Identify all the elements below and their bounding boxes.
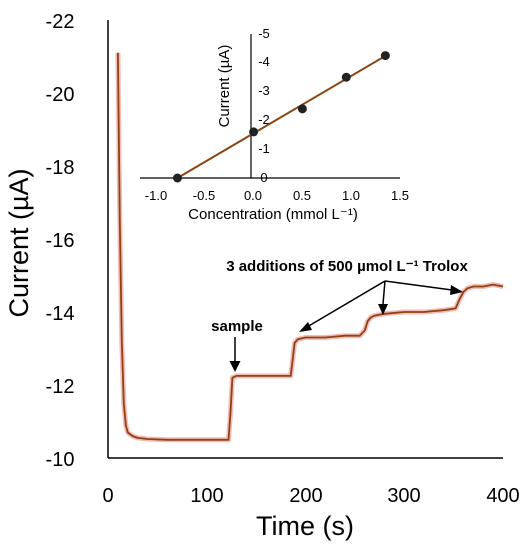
trolox-arrow-head-2 bbox=[378, 304, 388, 315]
calibration-point bbox=[380, 51, 390, 61]
calibration-point bbox=[297, 104, 307, 114]
main-ytick-label: -18 bbox=[46, 157, 75, 179]
inset-ytick-label: -2 bbox=[258, 112, 270, 127]
inset-ytick-label: -1 bbox=[258, 141, 270, 156]
trolox-arrow-head-3 bbox=[450, 285, 463, 295]
calibration-fit-line bbox=[176, 53, 389, 179]
inset-ytick-label: -3 bbox=[258, 83, 270, 98]
trolox-arrow-head-1 bbox=[299, 322, 312, 332]
main-ytick-label: -10 bbox=[46, 449, 75, 471]
trolox-arrow-1 bbox=[306, 280, 386, 328]
calibration-point bbox=[172, 173, 182, 183]
main-ytick-label: -14 bbox=[46, 303, 75, 325]
main-x-axis-title: Time (s) bbox=[256, 511, 354, 541]
calibration-point bbox=[249, 127, 259, 137]
inset-xtick-label: 1.0 bbox=[342, 188, 360, 203]
trolox-annotation: 3 additions of 500 µmol L⁻¹ Trolox bbox=[226, 258, 468, 332]
inset-ytick-label: -5 bbox=[258, 26, 270, 41]
sample-annotation-label: sample bbox=[211, 318, 263, 335]
inset-series-layer bbox=[172, 51, 390, 183]
inset-y-axis-title: Current (µA) bbox=[216, 45, 233, 128]
inset-x-axis-title: Concentration (mmol L⁻¹) bbox=[188, 206, 358, 223]
main-y-axis-title: Current (µA) bbox=[4, 168, 34, 317]
inset-ytick-label: 0 bbox=[260, 170, 267, 185]
current-trace-noise bbox=[115, 52, 504, 443]
sample-arrow-head bbox=[229, 361, 241, 372]
main-chart: -10 -12 -14 -16 -18 -20 -22 0 100 200 30… bbox=[4, 11, 520, 541]
inset-xtick-label: 0.0 bbox=[244, 188, 262, 203]
trolox-arrow-3 bbox=[384, 280, 453, 291]
inset-xtick-label: -1.0 bbox=[145, 188, 167, 203]
main-ytick-label: -20 bbox=[46, 84, 75, 106]
trolox-annotation-label: 3 additions of 500 µmol L⁻¹ Trolox bbox=[226, 258, 468, 275]
trolox-arrow-2 bbox=[382, 280, 386, 305]
current-trace-line bbox=[117, 52, 504, 441]
main-xtick-label: 400 bbox=[486, 485, 519, 507]
main-xtick-label: 200 bbox=[289, 485, 322, 507]
inset-chart: -1.0 -0.5 0.0 0.5 1.0 1.5 0 -1 -2 -3 -4 … bbox=[140, 26, 409, 223]
main-xtick-label: 300 bbox=[387, 485, 420, 507]
sample-annotation: sample bbox=[211, 318, 263, 372]
main-ytick-label: -12 bbox=[46, 376, 75, 398]
inset-ytick-label: -4 bbox=[258, 54, 270, 69]
inset-xtick-label: 1.5 bbox=[391, 188, 409, 203]
main-ytick-label: -22 bbox=[46, 11, 75, 33]
inset-xtick-label: 0.5 bbox=[293, 188, 311, 203]
main-xtick-label: 0 bbox=[102, 485, 113, 507]
main-xtick-label: 100 bbox=[190, 485, 223, 507]
inset-xtick-label: -0.5 bbox=[193, 188, 215, 203]
calibration-point bbox=[341, 72, 351, 82]
main-ytick-label: -16 bbox=[46, 230, 75, 252]
main-series-layer bbox=[115, 52, 504, 443]
